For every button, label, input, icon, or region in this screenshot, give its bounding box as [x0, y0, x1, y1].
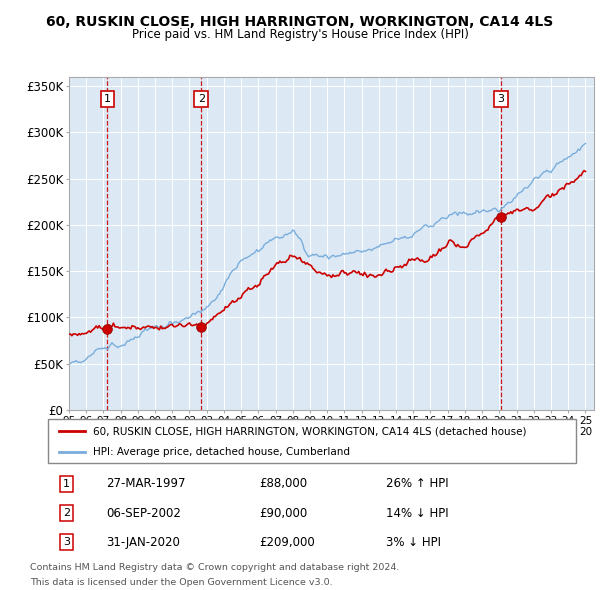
Text: £209,000: £209,000: [259, 536, 315, 549]
Text: 3: 3: [63, 537, 70, 547]
Text: 26% ↑ HPI: 26% ↑ HPI: [386, 477, 449, 490]
Text: £88,000: £88,000: [259, 477, 307, 490]
Text: 1: 1: [104, 94, 111, 104]
Text: 3: 3: [497, 94, 504, 104]
Text: Contains HM Land Registry data © Crown copyright and database right 2024.: Contains HM Land Registry data © Crown c…: [30, 563, 400, 572]
Text: 1: 1: [63, 479, 70, 489]
Text: This data is licensed under the Open Government Licence v3.0.: This data is licensed under the Open Gov…: [30, 578, 332, 586]
Text: 14% ↓ HPI: 14% ↓ HPI: [386, 506, 449, 520]
Text: 60, RUSKIN CLOSE, HIGH HARRINGTON, WORKINGTON, CA14 4LS (detached house): 60, RUSKIN CLOSE, HIGH HARRINGTON, WORKI…: [93, 427, 526, 436]
Text: 2: 2: [197, 94, 205, 104]
Text: HPI: Average price, detached house, Cumberland: HPI: Average price, detached house, Cumb…: [93, 447, 350, 457]
FancyBboxPatch shape: [48, 419, 576, 463]
Text: 06-SEP-2002: 06-SEP-2002: [106, 506, 181, 520]
Text: 2: 2: [63, 508, 70, 518]
Text: 27-MAR-1997: 27-MAR-1997: [106, 477, 185, 490]
Text: £90,000: £90,000: [259, 506, 307, 520]
Text: 60, RUSKIN CLOSE, HIGH HARRINGTON, WORKINGTON, CA14 4LS: 60, RUSKIN CLOSE, HIGH HARRINGTON, WORKI…: [46, 15, 554, 29]
Text: Price paid vs. HM Land Registry's House Price Index (HPI): Price paid vs. HM Land Registry's House …: [131, 28, 469, 41]
Text: 3% ↓ HPI: 3% ↓ HPI: [386, 536, 441, 549]
Text: 31-JAN-2020: 31-JAN-2020: [106, 536, 180, 549]
